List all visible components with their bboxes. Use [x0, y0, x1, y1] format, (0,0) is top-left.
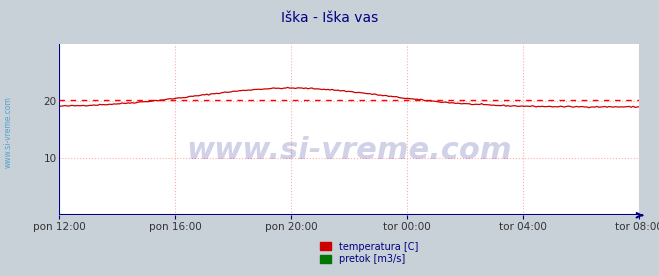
- Text: www.si-vreme.com: www.si-vreme.com: [3, 97, 13, 168]
- Text: Iška - Iška vas: Iška - Iška vas: [281, 11, 378, 25]
- Legend: temperatura [C], pretok [m3/s]: temperatura [C], pretok [m3/s]: [316, 238, 422, 268]
- Text: www.si-vreme.com: www.si-vreme.com: [186, 136, 512, 165]
